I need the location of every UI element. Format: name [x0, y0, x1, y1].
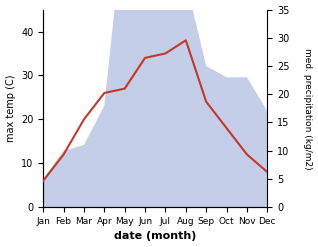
Y-axis label: max temp (C): max temp (C) [5, 75, 16, 142]
X-axis label: date (month): date (month) [114, 231, 197, 242]
Y-axis label: med. precipitation (kg/m2): med. precipitation (kg/m2) [303, 48, 313, 169]
